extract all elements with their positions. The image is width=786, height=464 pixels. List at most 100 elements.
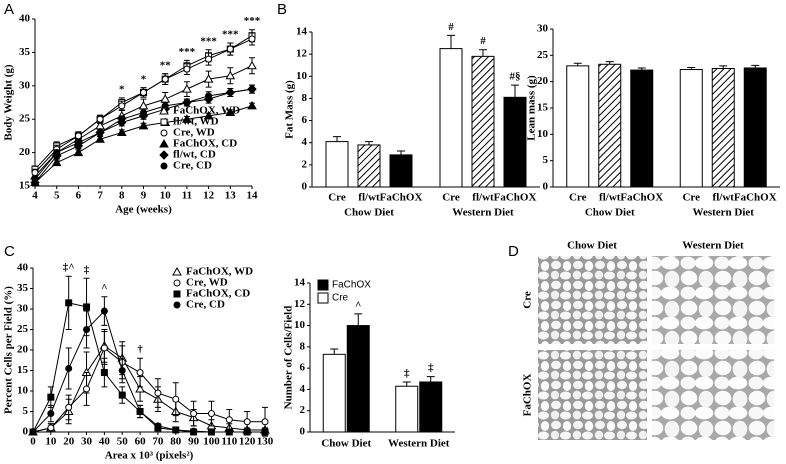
column-label: Chow Diet bbox=[567, 240, 617, 252]
bar bbox=[598, 63, 622, 188]
legend-label: Cre, WD bbox=[186, 277, 228, 289]
marker bbox=[183, 65, 191, 73]
legend-marker bbox=[160, 118, 168, 126]
bar-label: Cre bbox=[569, 192, 587, 204]
marker bbox=[96, 115, 104, 123]
y-tick-label: 6 bbox=[302, 114, 308, 126]
y-tick-label: 40 bbox=[19, 13, 31, 25]
marker bbox=[118, 115, 126, 123]
x-tick-label: 4 bbox=[32, 190, 38, 202]
y-tick-label: 20 bbox=[17, 344, 29, 356]
x-tick-label: Chow Diet bbox=[585, 207, 635, 219]
legend-marker bbox=[173, 301, 181, 309]
annotation: *** bbox=[244, 15, 261, 27]
y-tick-label: 10 bbox=[294, 319, 306, 331]
x-axis-label: Age (weeks) bbox=[115, 204, 172, 216]
y-tick-label: 4 bbox=[300, 383, 306, 395]
annotation: *** bbox=[200, 35, 217, 47]
marker bbox=[261, 418, 269, 426]
bar-label: fl/wt bbox=[599, 192, 621, 204]
micrograph bbox=[538, 350, 647, 440]
legend-label: Cre, WD bbox=[173, 127, 215, 139]
y-tick-label: 0 bbox=[543, 181, 549, 193]
marker bbox=[29, 428, 37, 436]
bar bbox=[395, 385, 419, 433]
y-tick-label: 30 bbox=[17, 303, 29, 315]
marker bbox=[118, 391, 126, 399]
y-axis-label: Body Weight (g) bbox=[3, 64, 15, 141]
annotation: ‡^ bbox=[63, 262, 75, 274]
legend-label: Cre, CD bbox=[186, 299, 225, 311]
bar bbox=[503, 96, 527, 188]
x-tick-label: 50 bbox=[117, 436, 129, 448]
error-bar bbox=[333, 136, 341, 142]
error-bar bbox=[354, 313, 363, 326]
marker bbox=[83, 326, 91, 333]
marker bbox=[248, 85, 256, 93]
bar bbox=[322, 353, 346, 433]
y-tick-label: 6 bbox=[300, 362, 306, 374]
bar bbox=[439, 48, 463, 188]
y-tick-label: 15 bbox=[19, 180, 31, 192]
marker bbox=[154, 389, 162, 397]
bar-label: FaChOX bbox=[380, 192, 423, 204]
legend-label: fl/wt, WD bbox=[173, 116, 219, 128]
marker bbox=[182, 114, 192, 123]
annotation: ^ bbox=[355, 299, 361, 311]
x-tick-label: 10 bbox=[45, 436, 57, 448]
bar-label: FaChOX bbox=[620, 192, 663, 204]
marker bbox=[74, 139, 82, 147]
x-tick-label: 10 bbox=[160, 190, 172, 202]
annotation: ^ bbox=[101, 282, 107, 294]
y-tick-label: 5 bbox=[543, 154, 549, 166]
marker bbox=[243, 418, 251, 426]
y-tick-label: 20 bbox=[537, 75, 549, 87]
legend-marker bbox=[173, 279, 181, 287]
marker bbox=[160, 94, 171, 103]
y-tick-label: 35 bbox=[17, 282, 29, 294]
annotation: # bbox=[448, 21, 454, 33]
bar-label: fl/wt bbox=[713, 192, 735, 204]
bar-label: FaChOX bbox=[494, 192, 537, 204]
marker bbox=[190, 427, 198, 435]
y-tick-label: 30 bbox=[537, 23, 549, 35]
marker bbox=[53, 149, 61, 157]
bar bbox=[419, 381, 443, 433]
x-axis-label: Area x 10³ (pixels²) bbox=[105, 450, 194, 462]
x-tick-label: Chow Diet bbox=[321, 438, 371, 450]
annotation: ‡ bbox=[84, 264, 90, 276]
marker bbox=[31, 169, 39, 177]
marker bbox=[161, 75, 169, 83]
y-axis-label: Percent Cells per Field (%) bbox=[3, 286, 15, 414]
annotation: *** bbox=[222, 29, 239, 41]
marker bbox=[100, 307, 108, 315]
bar bbox=[566, 65, 590, 188]
y-axis-label: Lean mass (g) bbox=[526, 75, 538, 141]
y-axis-label: Fat Mass (g) bbox=[284, 80, 296, 139]
marker bbox=[140, 109, 147, 117]
y-tick-label: 10 bbox=[296, 70, 308, 82]
legend-swatch bbox=[317, 279, 329, 291]
marker bbox=[83, 385, 91, 393]
legend-label: Cre, CD bbox=[173, 160, 212, 172]
x-tick-label: 7 bbox=[97, 190, 103, 202]
marker bbox=[207, 410, 215, 418]
micrograph bbox=[652, 350, 774, 440]
error-bar bbox=[637, 67, 646, 71]
annotation: #§ bbox=[510, 71, 521, 83]
error-bar bbox=[365, 141, 373, 145]
annotation: * bbox=[119, 83, 125, 95]
x-tick-label: 100 bbox=[203, 436, 220, 448]
marker bbox=[183, 99, 191, 106]
error-bar bbox=[719, 65, 728, 69]
annotation: *** bbox=[179, 46, 196, 58]
legend-label: fl/wt, CD bbox=[173, 149, 216, 161]
y-tick-label: 8 bbox=[302, 92, 308, 104]
x-tick-label: 20 bbox=[63, 436, 75, 448]
y-tick-label: 8 bbox=[300, 340, 306, 352]
y-tick-label: 30 bbox=[19, 79, 31, 91]
error-bar bbox=[426, 376, 435, 382]
row-label: Cre bbox=[522, 291, 534, 309]
marker bbox=[261, 428, 269, 436]
